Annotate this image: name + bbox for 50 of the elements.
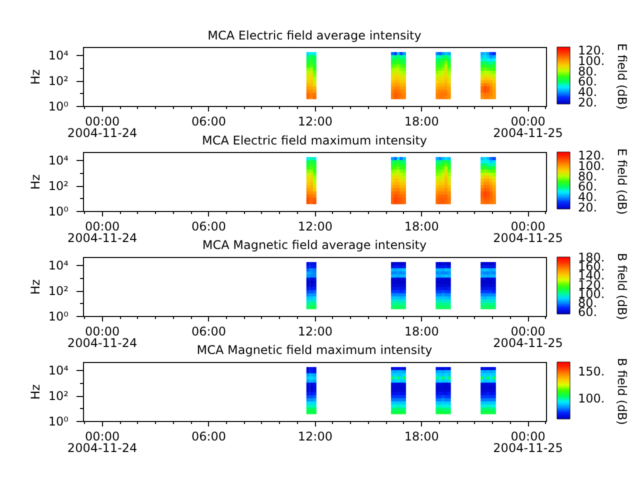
chart-title: MCA Electric field maximum intensity: [202, 133, 428, 148]
x-tick-label: 00:00 2004-11-25: [493, 324, 563, 350]
y-tick-label: 10²: [48, 284, 69, 298]
x-tick-label: 00:00 2004-11-24: [67, 324, 138, 350]
color-bar-label: 150.: [578, 364, 605, 378]
x-tick-label: 06:00: [191, 220, 226, 234]
x-tick-label: 00:00 2004-11-25: [493, 220, 563, 245]
x-tick-label: 00:00 2004-11-24: [67, 220, 138, 245]
y-tick-label: 10⁰: [48, 414, 69, 428]
x-tick-label: 06:00: [191, 430, 226, 444]
y-tick-label: 10⁴: [48, 154, 69, 168]
y-tick-label: 10⁰: [48, 204, 69, 218]
color-bar-title: E field (dB): [615, 148, 629, 215]
y-axis-title: Hz: [28, 174, 42, 190]
x-tick-label: 12:00: [298, 220, 332, 234]
y-tick-label: 10⁴: [48, 48, 69, 63]
x-tick-label: 06:00: [191, 114, 226, 128]
x-tick-label: 12:00: [298, 114, 332, 128]
x-tick-label: 12:00: [298, 324, 332, 338]
y-axis-title: Hz: [28, 69, 42, 85]
y-tick-label: 10²: [48, 389, 69, 404]
x-tick-label: 00:00 2004-11-24: [67, 430, 138, 455]
color-bar-title: B field (dB): [615, 253, 629, 320]
chart-title: MCA Electric field average intensity: [208, 28, 422, 42]
y-tick-label: 10⁴: [48, 258, 69, 273]
color-bar-label: 20.: [578, 95, 598, 110]
x-tick-label: 12:00: [298, 430, 332, 444]
y-tick-label: 10⁴: [48, 364, 69, 378]
x-tick-label: 00:00 2004-11-25: [493, 114, 563, 140]
color-bar-title: B field (dB): [615, 358, 629, 425]
x-tick-label: 18:00: [404, 114, 439, 128]
color-bar-label: 20.: [578, 200, 598, 214]
y-tick-label: 10⁰: [48, 310, 69, 324]
color-bar-title: E field (dB): [615, 43, 629, 110]
y-tick-label: 10²: [48, 74, 69, 88]
chart-title: MCA Magnetic field maximum intensity: [196, 343, 432, 358]
y-axis-title: Hz: [28, 279, 42, 295]
color-bar-label: 100.: [578, 392, 605, 406]
color-bar-label: 100.: [578, 158, 605, 173]
x-tick-label: 18:00: [404, 220, 439, 234]
y-axis-title: Hz: [28, 384, 42, 400]
y-tick-label: 10⁰: [48, 100, 69, 114]
x-tick-label: 00:00 2004-11-25: [493, 430, 563, 455]
x-tick-label: 18:00: [404, 324, 439, 338]
x-tick-label: 06:00: [191, 324, 226, 338]
y-tick-label: 10²: [48, 179, 69, 194]
x-tick-label: 18:00: [404, 430, 439, 444]
x-tick-label: 00:00 2004-11-24: [67, 114, 138, 140]
chart-title: MCA Magnetic field average intensity: [202, 238, 427, 252]
color-bar-label: 100.: [578, 54, 605, 68]
